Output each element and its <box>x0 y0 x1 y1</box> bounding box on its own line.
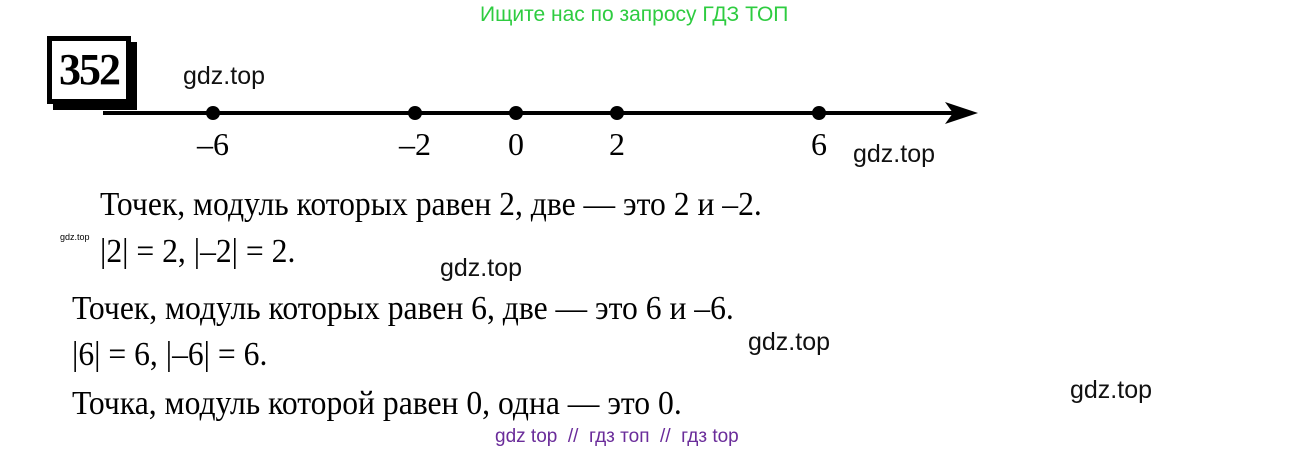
number-line-point <box>610 106 624 120</box>
number-line-point <box>206 106 220 120</box>
text-line: Точек, модуль которых равен 2, две — это… <box>100 186 762 223</box>
tick-label: –2 <box>399 126 431 162</box>
tick-label: 0 <box>508 126 524 162</box>
number-line <box>103 102 978 124</box>
watermark: gdz.top <box>1070 376 1153 404</box>
tick-label: 2 <box>609 126 625 162</box>
number-line-point <box>509 106 523 120</box>
text-line: |6| = 6, |–6| = 6. <box>72 336 268 373</box>
number-line-point <box>408 106 422 120</box>
header-watermark: Ищите нас по запросу ГДЗ ТОП <box>480 3 789 26</box>
number-line-point <box>812 106 826 120</box>
watermark: gdz.top <box>183 62 266 90</box>
problem-number: 352 <box>47 36 131 104</box>
text-line: Точка, модуль которой равен 0, одна — эт… <box>72 385 682 422</box>
text-line: |2| = 2, |–2| = 2. <box>100 233 296 270</box>
watermark: gdz.top <box>748 328 831 356</box>
watermark: gdz.top <box>440 254 523 282</box>
tick-label: –6 <box>197 126 229 162</box>
watermark: gdz.top <box>853 140 936 168</box>
watermark-small: gdz.top <box>60 232 90 242</box>
text-line: Точек, модуль которых равен 6, две — это… <box>72 290 734 327</box>
tick-label: 6 <box>811 126 827 162</box>
footer-watermark: gdz top // гдз топ // гдз top <box>495 426 739 447</box>
arrow-head-icon <box>945 102 978 124</box>
